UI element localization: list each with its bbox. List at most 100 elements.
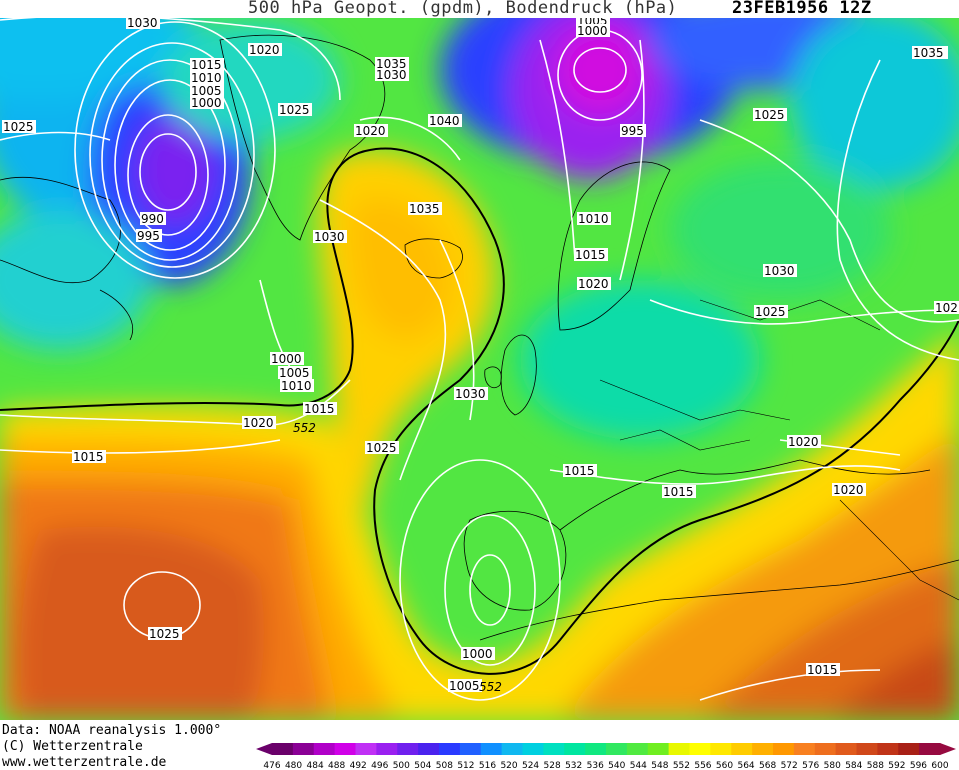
scale-swatch (480, 743, 503, 755)
scale-swatch (543, 743, 565, 755)
scale-swatch (313, 743, 336, 755)
isobar-label: 1020 (242, 416, 276, 430)
svg-text:1000: 1000 (191, 96, 222, 110)
map-area: 1030 1020 1015 1010 1005 1000 1025 990 9… (0, 18, 959, 720)
isobar-label: 1015 (563, 464, 597, 478)
isobar-labels: 1030 1020 1015 1010 1005 1000 1025 990 9… (2, 18, 959, 693)
svg-text:1035: 1035 (913, 46, 944, 60)
scale-swatch (710, 743, 732, 755)
svg-text:1015: 1015 (807, 663, 838, 677)
svg-text:1030: 1030 (314, 230, 345, 244)
scale-swatch (397, 743, 419, 755)
scale-arrow-left (256, 743, 272, 755)
svg-text:1000: 1000 (462, 647, 493, 661)
isobar-label: 1025 (753, 108, 787, 122)
map-title: 500 hPa Geopot. (gpdm), Bodendruck (hPa) (248, 0, 678, 18)
isobar-label: 1020 (577, 277, 611, 291)
isobar-label: 1005 (190, 84, 224, 98)
isobar-label: 1025 (754, 305, 788, 319)
svg-text:1025: 1025 (754, 108, 785, 122)
scale-tick-label: 504 (414, 761, 431, 770)
isobar-label: 1000 (190, 96, 224, 110)
svg-text:1005: 1005 (191, 84, 222, 98)
isobar-label: 995 (136, 229, 162, 243)
data-source-text: Data: NOAA reanalysis 1.000° (2, 723, 222, 738)
svg-text:1030: 1030 (455, 387, 486, 401)
svg-text:1005: 1005 (577, 18, 608, 28)
isobar-lines (0, 18, 959, 701)
svg-text:1035: 1035 (409, 202, 440, 216)
svg-text:1040: 1040 (429, 114, 460, 128)
isobar-label: 1035 (912, 46, 948, 60)
svg-text:1000: 1000 (271, 352, 302, 366)
svg-text:1030: 1030 (376, 68, 407, 82)
svg-text:995: 995 (137, 229, 160, 243)
isobar-label: 1010 (190, 71, 224, 85)
scale-tick-label: 520 (500, 761, 517, 770)
map-svg: 1030 1020 1015 1010 1005 1000 1025 990 9… (0, 18, 959, 720)
isobar-label: 1000 (576, 24, 610, 38)
scale-swatch (689, 743, 711, 755)
scale-tick-label: 496 (371, 761, 388, 770)
isobar-label: 1000 (270, 352, 304, 366)
scale-tick-label: 512 (457, 761, 474, 770)
scale-swatch (606, 743, 628, 755)
scale-swatch (773, 743, 795, 755)
isobar-label: 1035 (408, 202, 442, 216)
scale-tick-label: 592 (888, 761, 905, 770)
scale-tick-label: 516 (479, 761, 496, 770)
isobar-label: 1010 (280, 379, 314, 393)
scale-tick-label: 492 (350, 761, 367, 770)
scale-tick-label: 568 (759, 761, 776, 770)
isobar-label: 1035 (375, 57, 409, 71)
scale-tick-label: 560 (716, 761, 733, 770)
scale-swatch (355, 743, 377, 755)
svg-text:1015: 1015 (564, 464, 595, 478)
scale-swatch (647, 743, 670, 755)
svg-text:1030: 1030 (764, 264, 795, 278)
svg-text:1020: 1020 (355, 124, 386, 138)
scale-tick-label: 580 (824, 761, 841, 770)
scale-swatch (731, 743, 753, 755)
svg-text:1010: 1010 (281, 379, 312, 393)
scale-tick-label: 548 (651, 761, 668, 770)
coastlines (0, 34, 959, 641)
svg-text:1020: 1020 (788, 435, 819, 449)
scale-swatch (668, 743, 690, 755)
svg-text:1020: 1020 (833, 483, 864, 497)
svg-text:990: 990 (141, 212, 164, 226)
scale-swatch (564, 743, 586, 755)
svg-text:1000: 1000 (577, 24, 608, 38)
isobar-label: 1020 (248, 43, 282, 57)
geopotential-field (0, 18, 959, 720)
svg-text:1015: 1015 (575, 248, 606, 262)
scale-tick-label: 584 (845, 761, 862, 770)
header-bar: 500 hPa Geopot. (gpdm), Bodendruck (hPa)… (0, 0, 959, 18)
svg-text:1035: 1035 (376, 57, 407, 71)
svg-text:1005: 1005 (449, 679, 480, 693)
scale-swatch (793, 743, 816, 755)
isobar-label: 1015 (303, 402, 337, 416)
svg-text:1015: 1015 (191, 58, 222, 72)
isobar-label: 990 (140, 212, 166, 226)
scale-tick-label: 480 (285, 761, 302, 770)
scale-tick-label: 540 (608, 761, 625, 770)
scale-tick-label: 556 (694, 761, 711, 770)
scale-swatch (835, 743, 857, 755)
map-date: 23FEB1956 12Z (732, 0, 872, 18)
isobar-label: 1025 (365, 441, 399, 455)
color-scale-legend: 476 480 484 488 492 496 500 504 508 512 516 520 524 5… (256, 743, 956, 770)
scale-tick-label: 528 (544, 761, 561, 770)
scale-swatch (292, 743, 315, 755)
isobar-label: 1015 (574, 248, 608, 262)
scale-tick-label: 544 (630, 761, 647, 770)
scale-swatch (439, 743, 461, 755)
isobar-label: 1025 (278, 103, 312, 117)
scale-swatch (898, 743, 920, 755)
svg-text:1010: 1010 (191, 71, 222, 85)
svg-text:1020: 1020 (249, 43, 280, 57)
scale-swatch (376, 743, 398, 755)
isobar-label: 1010 (577, 212, 611, 226)
scale-tick-label: 576 (802, 761, 819, 770)
